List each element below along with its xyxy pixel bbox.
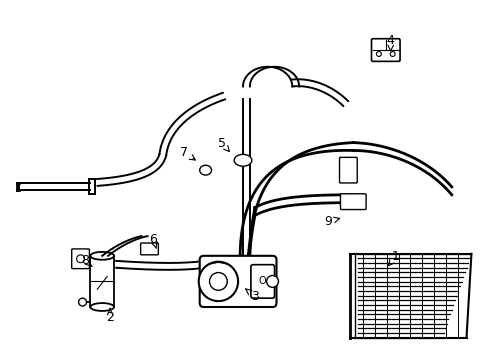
Ellipse shape	[234, 154, 251, 166]
Ellipse shape	[199, 165, 211, 175]
FancyBboxPatch shape	[340, 194, 366, 210]
Circle shape	[266, 275, 278, 287]
FancyBboxPatch shape	[250, 265, 274, 298]
Text: 6: 6	[149, 233, 157, 248]
Polygon shape	[90, 256, 114, 307]
Ellipse shape	[90, 252, 114, 260]
Text: 2: 2	[106, 309, 114, 324]
Text: 9: 9	[324, 215, 339, 228]
Text: 8: 8	[81, 254, 92, 267]
Text: 1: 1	[387, 250, 399, 266]
Circle shape	[198, 262, 238, 301]
Text: 3: 3	[245, 289, 258, 303]
FancyBboxPatch shape	[72, 249, 89, 269]
FancyBboxPatch shape	[371, 39, 399, 61]
FancyBboxPatch shape	[199, 256, 276, 307]
FancyBboxPatch shape	[339, 157, 357, 183]
Circle shape	[376, 51, 381, 57]
Text: 7: 7	[180, 146, 195, 160]
Ellipse shape	[90, 303, 114, 311]
Circle shape	[79, 298, 86, 306]
Text: 4: 4	[386, 34, 394, 51]
Circle shape	[77, 255, 84, 263]
FancyBboxPatch shape	[141, 243, 158, 255]
Circle shape	[209, 273, 227, 290]
Text: 5: 5	[218, 137, 229, 152]
Text: O: O	[258, 276, 266, 287]
Circle shape	[389, 51, 394, 57]
